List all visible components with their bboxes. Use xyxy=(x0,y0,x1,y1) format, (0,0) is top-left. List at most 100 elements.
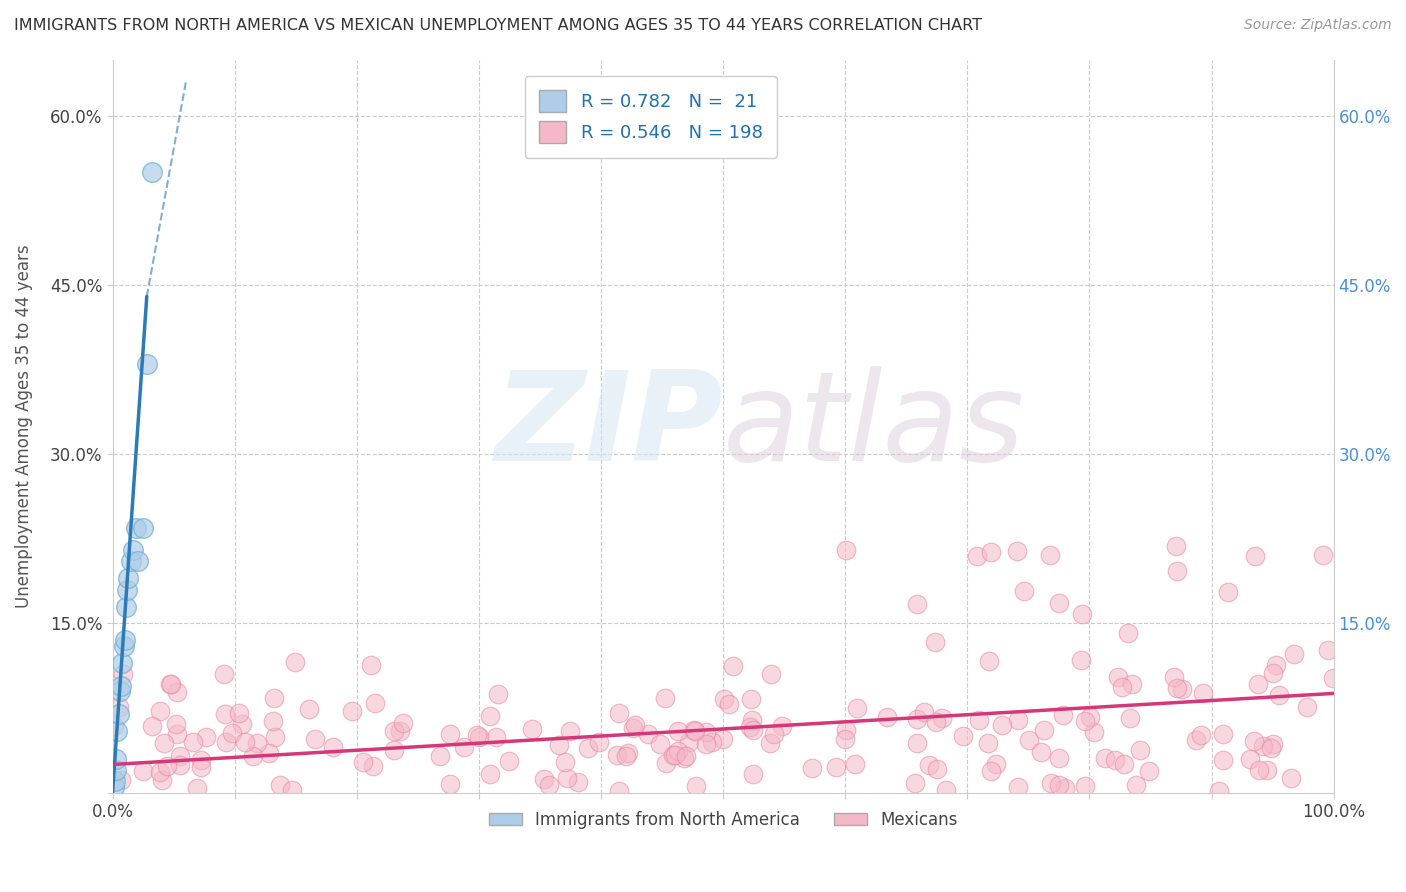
Point xyxy=(1129,743,1152,757)
Point xyxy=(918,758,941,772)
Point xyxy=(1033,723,1056,737)
Point xyxy=(1268,688,1291,702)
Point xyxy=(1247,676,1270,690)
Point xyxy=(141,165,163,179)
Text: Source: ZipAtlas.com: Source: ZipAtlas.com xyxy=(1244,18,1392,32)
Point xyxy=(1244,549,1267,563)
Point xyxy=(1078,710,1101,724)
Point xyxy=(1251,739,1274,754)
Point xyxy=(1071,607,1094,621)
Point xyxy=(554,755,576,769)
Point xyxy=(924,635,946,649)
Point xyxy=(741,766,763,780)
Point xyxy=(263,691,285,706)
Point xyxy=(759,736,782,750)
Point xyxy=(980,764,1002,778)
Point xyxy=(666,723,689,738)
Point xyxy=(148,765,170,780)
Point xyxy=(1005,544,1028,558)
Point xyxy=(110,772,132,787)
Point xyxy=(115,599,138,614)
Point xyxy=(160,677,183,691)
Point xyxy=(382,742,405,756)
Point xyxy=(468,730,491,744)
Point xyxy=(607,706,630,721)
Point xyxy=(825,760,848,774)
Point xyxy=(1018,732,1040,747)
Point xyxy=(567,775,589,789)
Point xyxy=(103,719,125,733)
Point xyxy=(835,542,858,557)
Point xyxy=(952,729,974,743)
Point xyxy=(108,699,131,714)
Point xyxy=(165,717,187,731)
Point xyxy=(194,730,217,744)
Point xyxy=(762,727,785,741)
Text: atlas: atlas xyxy=(723,366,1025,487)
Point xyxy=(637,727,659,741)
Point xyxy=(1114,757,1136,772)
Point xyxy=(1074,714,1097,728)
Point xyxy=(150,772,173,787)
Point xyxy=(1166,564,1188,578)
Point xyxy=(1121,677,1143,691)
Point xyxy=(166,727,188,741)
Point xyxy=(1312,548,1334,562)
Point xyxy=(1074,779,1097,793)
Point xyxy=(112,639,135,653)
Point xyxy=(1049,596,1071,610)
Point xyxy=(935,782,957,797)
Point xyxy=(700,734,723,748)
Point xyxy=(533,772,555,787)
Point xyxy=(364,697,387,711)
Point xyxy=(800,761,823,775)
Point xyxy=(555,771,578,785)
Point xyxy=(984,756,1007,771)
Point xyxy=(214,706,236,721)
Point xyxy=(931,711,953,725)
Point xyxy=(1007,714,1029,728)
Point xyxy=(621,721,644,735)
Point xyxy=(264,731,287,745)
Point xyxy=(304,732,326,747)
Point xyxy=(1191,728,1213,742)
Point xyxy=(1261,666,1284,681)
Point xyxy=(1049,751,1071,765)
Point xyxy=(478,709,501,723)
Point xyxy=(120,554,142,568)
Point xyxy=(1243,733,1265,747)
Point xyxy=(741,714,763,728)
Point xyxy=(1164,539,1187,553)
Point xyxy=(1261,737,1284,751)
Point xyxy=(1053,781,1076,796)
Point xyxy=(905,712,928,726)
Point xyxy=(190,754,212,768)
Point xyxy=(711,732,734,747)
Point xyxy=(111,656,134,670)
Point xyxy=(977,736,1000,750)
Point xyxy=(127,554,149,568)
Point xyxy=(281,783,304,797)
Point xyxy=(685,779,707,793)
Point xyxy=(1322,671,1344,685)
Point xyxy=(269,778,291,792)
Point xyxy=(1256,764,1278,778)
Point xyxy=(675,748,697,763)
Point xyxy=(606,748,628,763)
Point xyxy=(1007,780,1029,795)
Point xyxy=(770,718,793,732)
Point xyxy=(558,723,581,738)
Point xyxy=(905,598,928,612)
Point xyxy=(682,723,704,737)
Point xyxy=(1094,750,1116,764)
Point xyxy=(107,723,129,738)
Point xyxy=(221,726,243,740)
Point xyxy=(925,715,948,730)
Point xyxy=(212,666,235,681)
Point xyxy=(132,764,155,779)
Point xyxy=(190,760,212,774)
Point xyxy=(1031,745,1053,759)
Point xyxy=(284,655,307,669)
Point xyxy=(1171,682,1194,697)
Point xyxy=(429,748,451,763)
